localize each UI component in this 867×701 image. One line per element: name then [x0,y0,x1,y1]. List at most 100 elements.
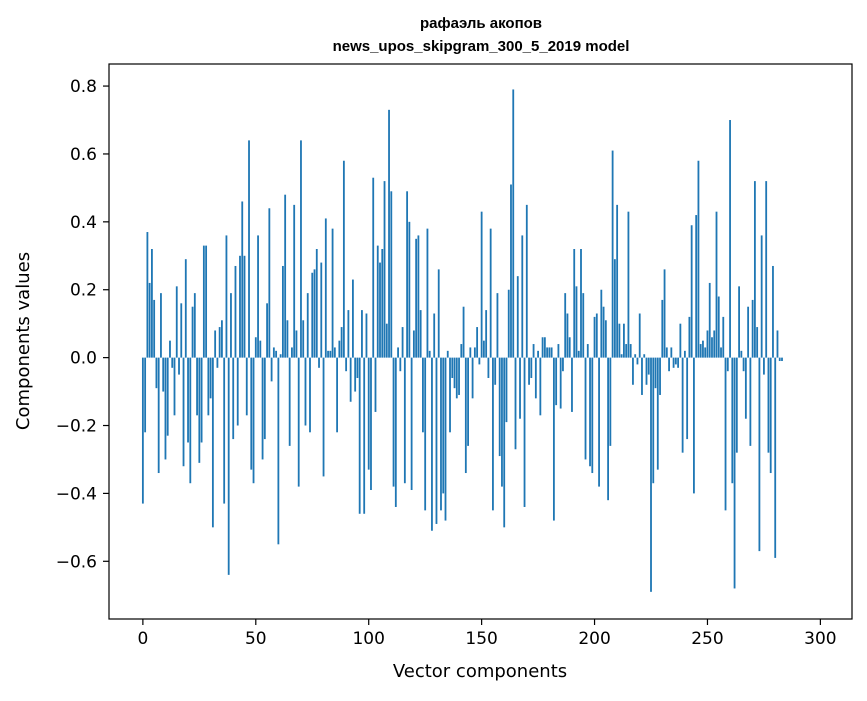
bar [528,357,530,385]
bar [492,357,494,511]
bar [634,354,637,358]
bar [760,235,763,358]
bar [765,181,768,358]
bar [473,347,476,358]
bar [245,357,248,416]
bar [699,344,702,358]
bar [559,357,562,409]
bar [627,211,630,358]
bar [713,330,716,358]
bar [482,340,485,358]
bar [189,357,192,484]
bar [367,357,370,470]
bar [498,357,501,457]
bar [286,320,289,358]
bar [471,357,474,399]
bar [510,184,512,358]
bar [254,337,257,358]
bar [442,357,445,494]
bar [182,357,185,467]
bar [711,337,713,358]
bar [277,357,280,545]
bar [356,357,359,378]
bar [681,357,684,453]
bar [645,357,648,385]
bar [437,269,440,358]
bar [363,357,366,514]
y-tick-label: −0.4 [56,484,97,504]
bar [433,313,436,358]
bar [151,249,153,358]
bar [704,347,707,358]
bar [661,299,664,358]
bar [336,357,338,433]
bar [248,140,250,358]
bar [778,357,781,362]
bar [469,347,472,358]
bar [370,357,372,491]
y-tick-label: 0.8 [70,77,97,97]
bar [548,347,551,358]
bar [259,340,262,358]
bar [223,357,226,504]
bar [397,347,399,358]
bar [266,303,268,358]
bar [715,211,718,358]
bar [604,320,607,358]
bar [324,218,327,358]
bar [460,344,463,358]
bar [281,265,284,358]
bar [279,354,282,358]
bar [647,357,650,375]
bar [769,357,772,474]
bar [693,357,695,494]
bar [164,357,167,460]
bar [695,215,698,358]
bar [234,265,237,358]
bar [674,357,677,365]
bar [638,313,641,358]
bar [214,330,217,358]
bar [148,282,151,358]
bar [650,357,652,592]
bar [291,347,293,358]
bar [478,357,481,365]
bar [668,357,670,372]
y-tick-label: 0.2 [70,281,97,301]
bar [187,357,189,443]
bar [686,357,689,440]
bar [505,357,508,423]
bar [654,357,657,389]
bar [379,262,381,358]
bar [609,357,612,446]
bar [406,191,409,358]
bar [218,327,221,358]
bar [293,204,296,358]
bar [571,357,573,412]
bar [555,357,558,406]
bar [720,347,722,358]
bar [543,337,546,358]
y-axis-ticks: −0.6 −0.4 −0.2 0.0 0.2 0.4 0.6 0.8 [56,77,109,572]
bar [144,357,147,433]
bar [591,357,594,474]
bar [575,286,578,358]
bar [767,357,770,453]
bar [729,120,731,358]
bar [372,177,375,358]
bar [733,357,736,589]
bar [196,357,198,416]
y-tick-label: −0.6 [56,552,97,572]
bar [225,235,228,358]
bar [160,293,162,358]
bar [776,330,779,358]
bar [546,347,549,358]
y-axis-label: Components values [13,252,34,430]
y-tick-label: 0.6 [70,145,97,165]
bar [216,357,219,368]
bar [534,357,537,399]
bar [446,350,449,358]
bar [593,316,596,358]
bar [584,357,587,460]
